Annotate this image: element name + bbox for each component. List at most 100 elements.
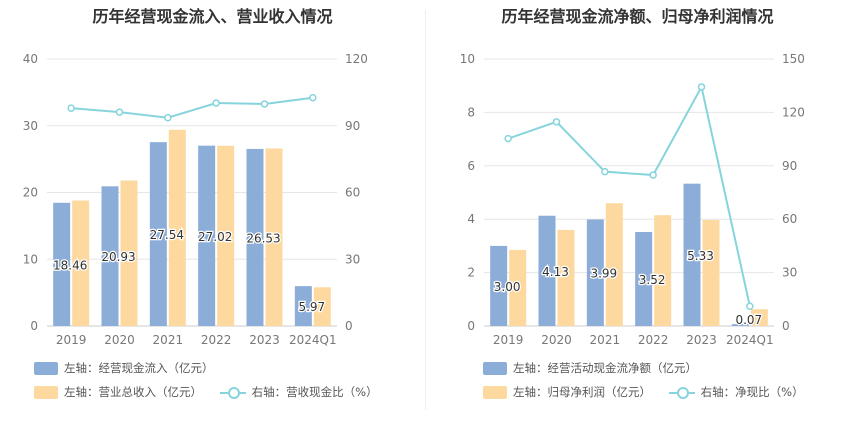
line-point	[164, 113, 172, 122]
bar-left-a	[53, 202, 71, 326]
y-left-tick-label: 6	[467, 159, 475, 173]
data-label: 3.00	[494, 280, 521, 294]
y-left-tick-label: 0	[467, 319, 475, 333]
y-left-tick-label: 2	[467, 266, 475, 280]
y-left-tick-label: 20	[23, 186, 38, 200]
bar-left-b	[557, 229, 575, 326]
legend-swatch	[483, 361, 507, 375]
line-point	[697, 83, 706, 91]
data-label: 0.07	[735, 313, 762, 327]
y-left-tick-label: 8	[467, 105, 475, 119]
bar-left-b	[120, 180, 138, 326]
x-tick-label: 2022	[638, 333, 669, 347]
x-tick-label: 2020	[541, 333, 572, 347]
bar-left-b	[509, 249, 527, 326]
y-left-tick-label: 10	[460, 52, 475, 66]
data-label: 5.33	[687, 249, 714, 263]
bar-left-a	[198, 145, 216, 326]
legend-item: 左轴：经营活动现金流净额（亿元）	[483, 360, 697, 376]
legend-label: 右轴：净现比（%）	[700, 385, 804, 399]
line-point	[552, 118, 561, 126]
legend-item: 右轴：净现比（%）	[668, 384, 804, 400]
y-right-tick-label: 120	[782, 105, 805, 119]
bar-left-b	[605, 203, 623, 326]
line-point	[504, 134, 512, 143]
data-label: 5.97	[298, 300, 325, 314]
y-right-tick-label: 90	[782, 159, 797, 173]
line-point	[746, 302, 754, 310]
y-left-tick-label: 4	[467, 212, 475, 226]
legend-label: 左轴：经营现金流入（亿元）	[64, 361, 214, 375]
x-tick-label: 2019	[56, 333, 87, 347]
legend-swatch	[483, 385, 507, 399]
line-point	[309, 93, 317, 102]
legend-line-icon	[668, 386, 695, 399]
legend-item: 左轴：营业总收入（亿元）	[34, 384, 202, 400]
y-right-tick-label: 0	[345, 319, 353, 333]
x-tick-label: 2023	[686, 333, 717, 347]
x-tick-label: 2024Q1	[289, 333, 337, 347]
y-right-tick-label: 90	[345, 119, 360, 133]
bar-left-a	[490, 245, 508, 326]
x-tick-label: 2024Q1	[726, 333, 774, 347]
panel-divider	[425, 10, 426, 410]
legend-row-1: 左轴：经营活动现金流净额（亿元）	[483, 360, 711, 378]
bar-left-b	[750, 309, 768, 326]
bar-left-a	[246, 148, 264, 326]
chart-plot-right: 0 2 4 6 8 10 0 30 60 90 120 150 2019 2020 2021 2022 2023…	[460, 52, 805, 347]
bar-left-a	[294, 286, 312, 326]
x-tick-label: 2021	[153, 333, 184, 347]
bar-left-b	[168, 129, 186, 326]
line-point	[212, 99, 220, 107]
chart-title: 历年经营现金流净额、归母净利润情况	[501, 7, 774, 26]
legend-item: 左轴：经营现金流入（亿元）	[34, 360, 214, 376]
ratio-line	[507, 84, 751, 307]
x-tick-label: 2021	[590, 333, 621, 347]
bar-left-b	[217, 145, 235, 326]
bar-left-a	[586, 219, 604, 326]
bar-left-b	[654, 215, 672, 326]
chart-panel-left: 历年经营现金流入、营业收入情况 0 10 20 30 40 0 30 60 90 120 2019 2…	[23, 7, 392, 402]
legend-swatch	[34, 361, 58, 375]
data-label: 26.53	[246, 231, 280, 245]
legend-item: 左轴：归母净利润（亿元）	[483, 384, 651, 400]
legend-row-2: 左轴：归母净利润（亿元） 右轴：净现比（%）	[483, 384, 818, 402]
bar-left-a	[101, 186, 119, 326]
x-tick-label: 2019	[493, 333, 524, 347]
y-right-tick-label: 120	[345, 52, 368, 66]
line-point	[649, 171, 657, 179]
legend-row-2: 左轴：营业总收入（亿元） 右轴：营收现金比（%）	[34, 384, 392, 402]
y-right-tick-label: 0	[782, 319, 790, 333]
bar-left-b	[265, 148, 283, 326]
bar-left-a	[635, 232, 653, 326]
y-right-tick-label: 150	[782, 52, 805, 66]
data-label: 3.52	[639, 273, 666, 287]
legend-line-icon	[219, 386, 246, 399]
y-right-tick-label: 60	[782, 212, 797, 226]
data-label: 27.02	[198, 230, 232, 244]
ratio-line	[71, 96, 313, 119]
bar-left-a	[538, 215, 556, 326]
legend-swatch	[34, 385, 58, 399]
bar-left-a	[731, 324, 749, 326]
y-right-tick-label: 30	[782, 266, 797, 280]
y-left-tick-label: 0	[30, 319, 38, 333]
y-left-tick-label: 10	[23, 252, 38, 266]
data-label: 18.46	[53, 258, 87, 272]
y-right-tick-label: 60	[345, 186, 360, 200]
chart-title: 历年经营现金流入、营业收入情况	[92, 7, 333, 26]
line-point	[115, 108, 124, 116]
legend-label: 左轴：归母净利润（亿元）	[513, 385, 651, 399]
legend-row-1: 左轴：经营现金流入（亿元）	[34, 360, 228, 378]
bar-left-a	[149, 142, 167, 326]
bar-left-b	[702, 220, 720, 326]
data-label: 27.54	[150, 228, 184, 242]
data-label: 3.99	[590, 267, 617, 281]
data-label: 4.13	[542, 265, 569, 279]
line-point	[601, 167, 609, 176]
chart-plot-left: 0 10 20 30 40 0 30 60 90 120 2019 2020 2021 2022 2023 2…	[23, 52, 368, 347]
x-tick-label: 2022	[201, 333, 232, 347]
chart-panel-right: 历年经营现金流净额、归母净利润情况 0 2 4 6 8 10 0 30 60 90 120 150 20…	[425, 0, 850, 437]
y-right-tick-label: 30	[345, 252, 360, 266]
data-label: 20.93	[101, 250, 135, 264]
